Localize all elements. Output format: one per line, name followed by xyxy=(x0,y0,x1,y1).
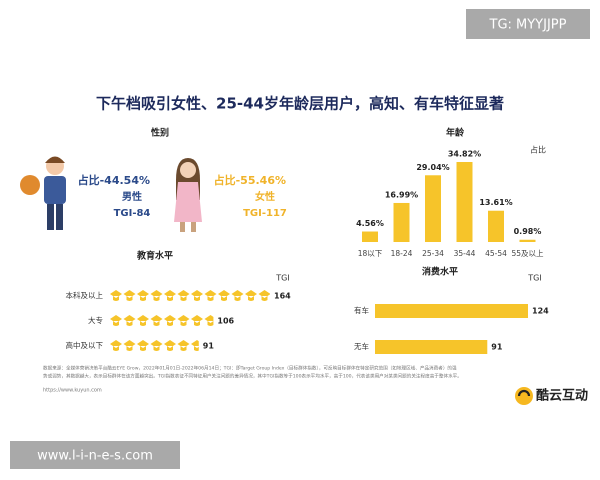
section-title: 消费水平 xyxy=(422,266,458,278)
cap-icon xyxy=(191,290,203,301)
logo-icon xyxy=(515,387,533,405)
value-label: 13.61% xyxy=(479,198,512,207)
value-label: 124 xyxy=(532,307,549,316)
value-label: 106 xyxy=(217,317,234,326)
value-label: 0.98% xyxy=(514,227,542,236)
bar xyxy=(393,202,410,242)
cap-icon xyxy=(150,315,163,326)
cap-icon xyxy=(177,290,190,301)
male-tgi: TGI-84 xyxy=(114,208,151,219)
cap-icon xyxy=(110,290,122,301)
value-label: 29.04% xyxy=(416,163,449,172)
cap-icon xyxy=(123,340,136,351)
value-title: TGI xyxy=(275,274,289,283)
footnote-line: 数据来源：全媒体营销决策平台酷云EYE Grow，2022年01月01日-202… xyxy=(43,365,457,372)
cap-icon xyxy=(177,315,190,326)
category-label: 55及以上 xyxy=(511,249,544,258)
cap-icon xyxy=(123,315,136,326)
cap-icon xyxy=(177,340,190,351)
cap-icon xyxy=(191,340,199,351)
value-label: 164 xyxy=(274,292,291,301)
watermark-box xyxy=(10,441,180,469)
page-title: 下午档吸引女性、25-44岁年龄层用户，高知、有车特征显著 xyxy=(96,95,504,113)
category-label: 18以下 xyxy=(358,249,383,258)
female-label: 女性 xyxy=(255,190,275,203)
value-title: 占比 xyxy=(530,145,546,155)
cap-icon xyxy=(123,290,136,301)
male-label: 男性 xyxy=(122,190,142,203)
cap-icon xyxy=(191,315,203,326)
girl-illustration xyxy=(174,158,202,232)
category-label: 25-34 xyxy=(422,249,444,258)
value-title: TGI xyxy=(527,274,541,283)
cap-icon xyxy=(150,340,163,351)
bar xyxy=(362,231,378,242)
category-label: 35-44 xyxy=(454,249,476,258)
cap-icon xyxy=(137,340,149,351)
cap-icon xyxy=(150,290,163,301)
bar xyxy=(488,210,504,242)
bar xyxy=(375,340,488,354)
category-label: 大专 xyxy=(88,315,103,325)
footnote-line: 势或弱势，其数据越大，表示目标群体在该方面越突出。TGI指数表征不同特征用户关注… xyxy=(43,373,462,380)
cap-icon xyxy=(164,315,176,326)
cap-icon xyxy=(245,290,257,301)
category-label: 有车 xyxy=(354,305,369,315)
cap-icon xyxy=(204,290,217,301)
cap-icon xyxy=(110,315,122,326)
cap-icon xyxy=(231,290,244,301)
cap-icon xyxy=(258,290,270,301)
pictogram-bar xyxy=(110,290,270,301)
value-label: 91 xyxy=(491,343,503,352)
value-label: 4.56% xyxy=(356,219,384,228)
cap-icon xyxy=(110,340,122,351)
category-label: 45-54 xyxy=(485,249,507,258)
male-share: 占比-44.54% xyxy=(78,173,150,187)
value-label: 34.82% xyxy=(448,150,481,159)
watermark-box xyxy=(466,9,590,39)
section-title: 教育水平 xyxy=(136,250,173,262)
category-label: 高中及以下 xyxy=(66,340,104,350)
pictogram-bar xyxy=(110,340,199,351)
cap-icon xyxy=(164,340,176,351)
bar xyxy=(375,304,528,318)
section-title: 年龄 xyxy=(446,127,465,139)
category-label: 18-24 xyxy=(391,249,413,258)
female-tgi: TGI-117 xyxy=(243,208,287,219)
value-label: 91 xyxy=(203,342,215,351)
watermark-text: www.l-i-n-e-s.com xyxy=(37,449,153,464)
value-label: 16.99% xyxy=(385,190,418,199)
section-title: 性别 xyxy=(151,127,169,139)
bar xyxy=(456,162,473,242)
cap-icon xyxy=(204,315,214,326)
cap-icon xyxy=(137,290,149,301)
cap-icon xyxy=(218,290,230,301)
logo-text: 酷云互动 xyxy=(536,388,588,404)
pictogram-bar xyxy=(110,315,214,326)
watermark-text: TG: MYYJJPP xyxy=(489,18,567,33)
female-share: 占比-55.46% xyxy=(214,173,286,187)
category-label: 无车 xyxy=(354,341,369,351)
bar xyxy=(519,239,536,242)
cap-icon xyxy=(164,290,176,301)
cap-icon xyxy=(137,315,149,326)
category-label: 本科及以上 xyxy=(66,290,104,300)
bar xyxy=(425,175,441,242)
footnote-url: https://www.kuyun.com xyxy=(43,388,102,394)
boy-illustration xyxy=(20,156,66,230)
